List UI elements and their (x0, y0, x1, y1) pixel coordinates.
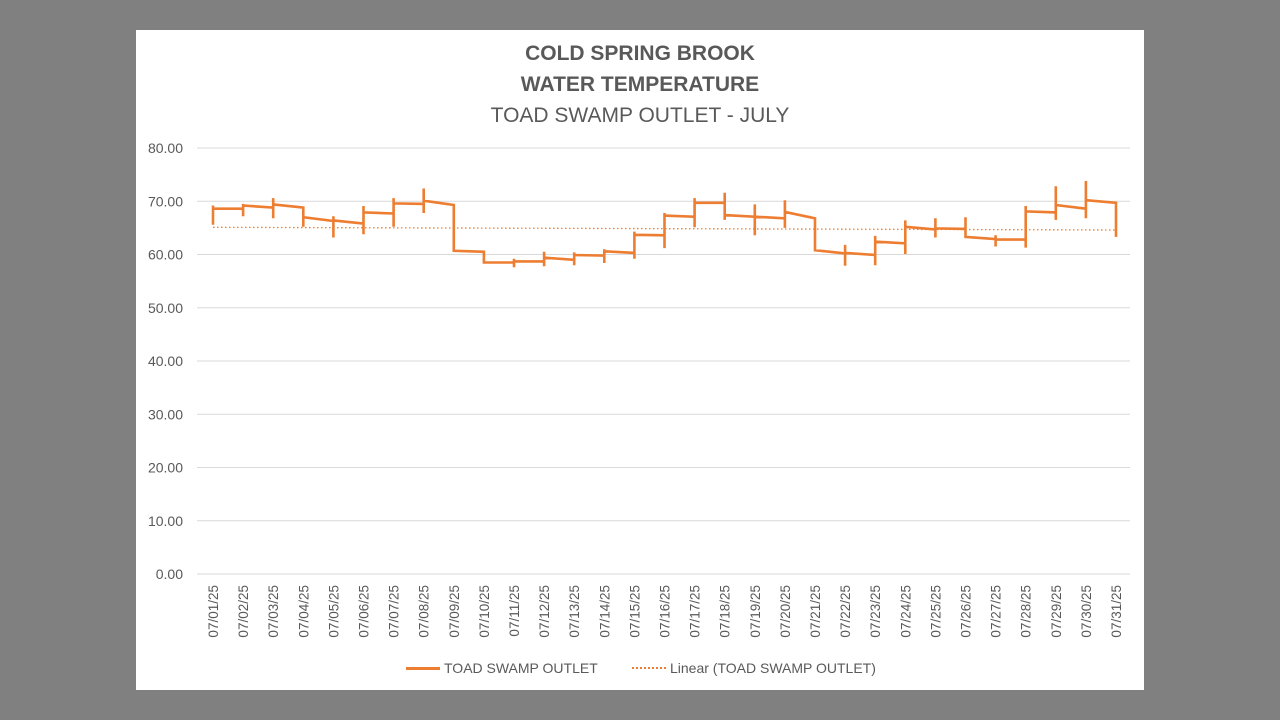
legend-solid-line-swatch (406, 666, 440, 670)
y-tick-label: 50.00 (148, 300, 183, 316)
x-tick-label: 07/27/25 (989, 585, 1004, 638)
x-tick-label: 07/28/25 (1019, 585, 1034, 638)
x-tick-label: 07/29/25 (1049, 585, 1064, 638)
x-tick-label: 07/07/25 (387, 585, 402, 638)
y-tick-label: 30.00 (148, 406, 183, 422)
x-tick-label: 07/19/25 (748, 585, 763, 638)
legend-series-label: TOAD SWAMP OUTLET (444, 660, 598, 676)
x-tick-label: 07/10/25 (477, 585, 492, 638)
x-tick-label: 07/14/25 (597, 585, 612, 638)
x-tick-label: 07/20/25 (778, 585, 793, 638)
x-tick-label: 07/09/25 (447, 585, 462, 638)
x-tick-label: 07/08/25 (417, 585, 432, 638)
x-tick-label: 07/12/25 (537, 585, 552, 638)
x-tick-label: 07/24/25 (898, 585, 913, 638)
chart-title: COLD SPRING BROOK (525, 42, 755, 65)
chart-area: COLD SPRING BROOK WATER TEMPERATURE TOAD… (136, 30, 1144, 690)
y-tick-label: 0.00 (156, 566, 183, 582)
chart-subtitle-water-temperature: WATER TEMPERATURE (520, 73, 760, 96)
legend-entry-trendline: Linear (TOAD SWAMP OUTLET) (632, 658, 876, 678)
x-tick-label: 07/23/25 (868, 585, 883, 638)
y-tick-label: 40.00 (148, 353, 183, 369)
x-tick-label: 07/18/25 (718, 585, 733, 638)
x-tick-label: 07/21/25 (808, 585, 823, 638)
y-tick-label: 70.00 (148, 193, 183, 209)
x-tick-label: 07/30/25 (1079, 585, 1094, 638)
x-tick-label: 07/22/25 (838, 585, 853, 638)
x-tick-label: 07/17/25 (688, 585, 703, 638)
x-tick-label: 07/03/25 (266, 585, 281, 638)
trendline-linear (212, 226, 1117, 231)
legend-entry-series: TOAD SWAMP OUTLET (406, 658, 598, 678)
x-tick-label: 07/11/25 (507, 585, 522, 637)
y-tick-label: 20.00 (148, 460, 183, 476)
x-tick-label: 07/13/25 (567, 585, 582, 638)
legend-dotted-line-swatch (632, 667, 666, 669)
y-tick-label: 10.00 (148, 513, 183, 529)
y-tick-label: 60.00 (148, 247, 183, 263)
x-tick-label: 07/25/25 (928, 585, 943, 638)
x-tick-label: 07/31/25 (1109, 585, 1124, 638)
series-line-toad-swamp-outlet (211, 181, 1118, 268)
x-tick-label: 07/06/25 (357, 585, 372, 638)
x-tick-label: 07/15/25 (627, 585, 642, 638)
chart-subtitle-location: TOAD SWAMP OUTLET - JULY (490, 104, 790, 127)
x-tick-label: 07/05/25 (326, 585, 341, 638)
x-tick-label: 07/16/25 (658, 585, 673, 638)
x-tick-label: 07/02/25 (236, 585, 251, 638)
line-chart: 0.00 10.00 20.00 30.00 40.00 50.00 60.00 70.00 8… (148, 140, 1130, 638)
x-tick-label: 07/26/25 (959, 585, 974, 638)
x-tick-label: 07/04/25 (296, 585, 311, 638)
y-tick-label: 80.00 (148, 140, 183, 156)
legend-trend-label: Linear (TOAD SWAMP OUTLET) (670, 660, 876, 676)
x-tick-label: 07/01/25 (206, 585, 221, 638)
